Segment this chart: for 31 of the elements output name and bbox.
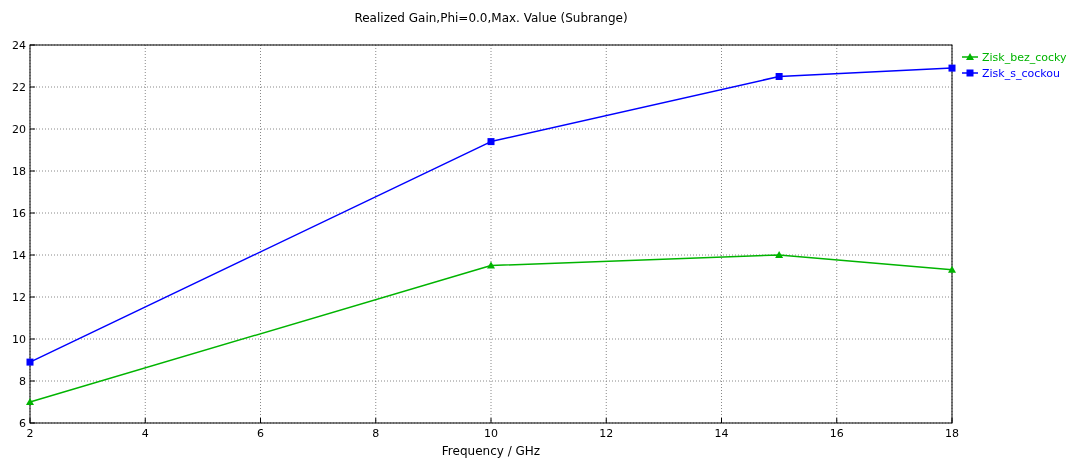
legend-label: Zisk_s_cockou [982,67,1060,80]
x-tick-label: 4 [141,427,149,440]
y-tick-label: 24 [12,39,26,52]
y-tick-label: 16 [12,207,26,220]
point [487,138,495,146]
x-tick-label: 12 [599,427,614,440]
point [775,251,784,258]
point [775,73,783,80]
y-tick-label: 18 [12,165,26,178]
x-tick-label: 10 [484,427,498,440]
chart-title: Realized Gain,Phi=0.0,Max. Value (Subrange) [354,11,628,25]
y-tick-label: 14 [12,249,26,262]
x-tick-label: 16 [829,427,844,440]
point [948,265,956,273]
x-axis-title: Frequency / GHz [441,444,541,458]
point [26,398,34,405]
point [26,358,34,366]
x-tick-label: 14 [714,427,729,440]
legend-label: Zisk_bez_cocky [982,51,1068,64]
y-tick-label: 6 [19,417,26,430]
y-tick-label: 10 [12,333,26,346]
x-tick-label: 8 [372,427,380,440]
y-tick-label: 8 [19,375,26,388]
x-tick-label: 6 [257,427,264,440]
point [948,64,956,72]
y-tick-label: 12 [12,291,26,304]
x-tick-label: 2 [26,427,34,440]
x-tick-label: 18 [945,427,959,440]
point [487,261,495,269]
y-tick-label: 22 [12,81,26,94]
y-tick-label: 20 [12,123,26,136]
